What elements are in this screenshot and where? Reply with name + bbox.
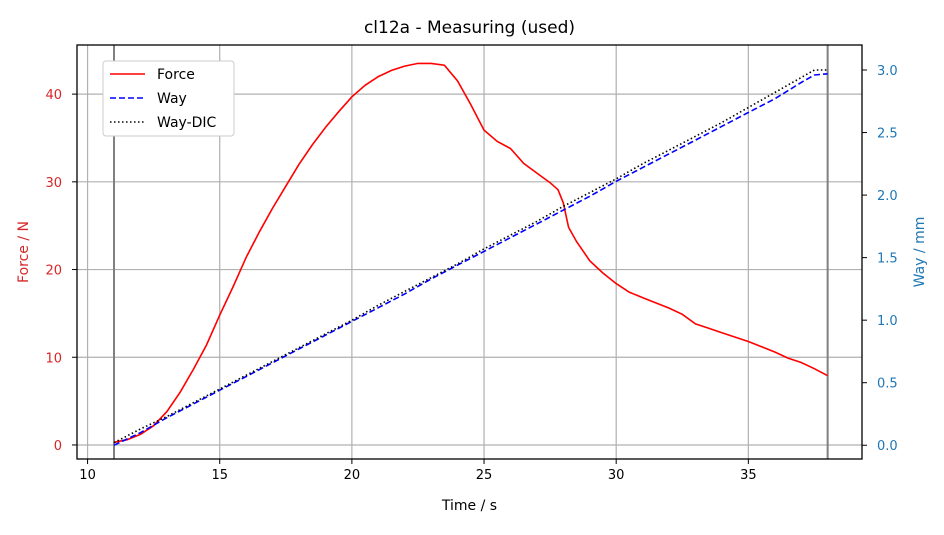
y-right-tick-label: 0.0 [877,439,898,454]
x-tick-label: 10 [79,468,96,483]
x-tick-label: 15 [211,468,228,483]
y-left-axis-label: Force / N [16,221,32,283]
y-left-axis: 0 10 20 30 40 [45,88,77,454]
chart-title: cl12a - Measuring (used) [364,18,575,38]
series-line-way [113,73,828,446]
x-tick-label: 35 [740,468,757,483]
y-left-tick-label: 30 [45,176,62,191]
legend: Force Way Way-DIC [102,60,235,137]
y-left-tick-label: 10 [45,351,62,366]
y-right-axis: 0.0 0.5 1.0 1.5 2.0 2.5 3.0 [862,64,898,454]
x-axis: 10 15 20 25 30 35 [79,459,757,483]
x-tick-label: 25 [476,468,493,483]
y-right-tick-label: 1.5 [877,252,898,267]
legend-label: Force [157,67,195,83]
y-right-tick-label: 2.0 [877,189,898,204]
series-layer [113,62,828,446]
legend-label: Way-DIC [157,115,217,131]
legend-box [102,60,235,137]
series-line-force [113,62,828,444]
legend-label: Way [157,91,187,107]
y-right-axis-label: Way / mm [912,217,928,288]
y-right-tick-label: 3.0 [877,64,898,79]
plot-frame [76,44,863,460]
y-left-tick-label: 0 [54,439,62,454]
y-left-tick-label: 20 [45,264,62,279]
y-left-tick-label: 40 [45,88,62,103]
y-right-tick-label: 0.5 [877,377,898,392]
x-tick-label: 30 [608,468,625,483]
y-right-tick-label: 1.0 [877,314,898,329]
x-tick-label: 20 [344,468,361,483]
series-line-way-dic [113,69,828,444]
y-right-tick-label: 2.5 [877,127,898,142]
x-axis-label: Time / s [441,498,497,514]
